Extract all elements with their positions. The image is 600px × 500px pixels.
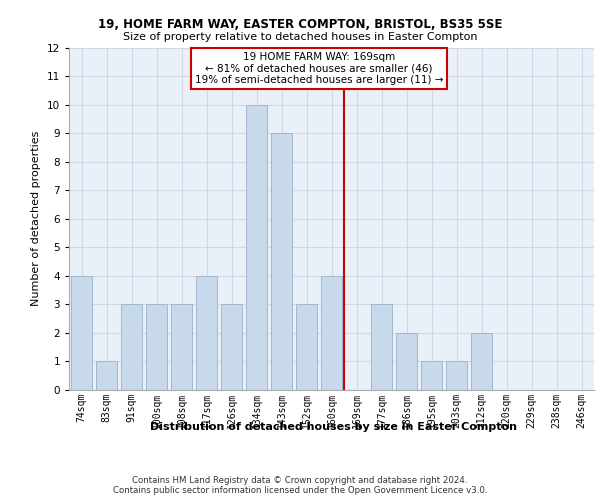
Text: 19, HOME FARM WAY, EASTER COMPTON, BRISTOL, BS35 5SE: 19, HOME FARM WAY, EASTER COMPTON, BRIST… [98, 18, 502, 30]
Bar [146, 304, 167, 390]
Bar [321, 276, 342, 390]
Bar [396, 333, 417, 390]
Bar [371, 304, 392, 390]
Bar [471, 333, 492, 390]
Bar [96, 362, 117, 390]
Text: Distribution of detached houses by size in Easter Compton: Distribution of detached houses by size … [149, 422, 517, 432]
Bar [446, 362, 467, 390]
Bar [121, 304, 142, 390]
Text: 19 HOME FARM WAY: 169sqm
← 81% of detached houses are smaller (46)
19% of semi-d: 19 HOME FARM WAY: 169sqm ← 81% of detach… [195, 52, 443, 85]
Bar [71, 276, 92, 390]
Bar [171, 304, 192, 390]
Bar [221, 304, 242, 390]
Bar [196, 276, 217, 390]
Text: Size of property relative to detached houses in Easter Compton: Size of property relative to detached ho… [123, 32, 477, 42]
Bar [246, 104, 267, 390]
Bar [421, 362, 442, 390]
Y-axis label: Number of detached properties: Number of detached properties [31, 131, 41, 306]
Text: Contains public sector information licensed under the Open Government Licence v3: Contains public sector information licen… [113, 486, 487, 495]
Bar [271, 133, 292, 390]
Bar [296, 304, 317, 390]
Text: Contains HM Land Registry data © Crown copyright and database right 2024.: Contains HM Land Registry data © Crown c… [132, 476, 468, 485]
